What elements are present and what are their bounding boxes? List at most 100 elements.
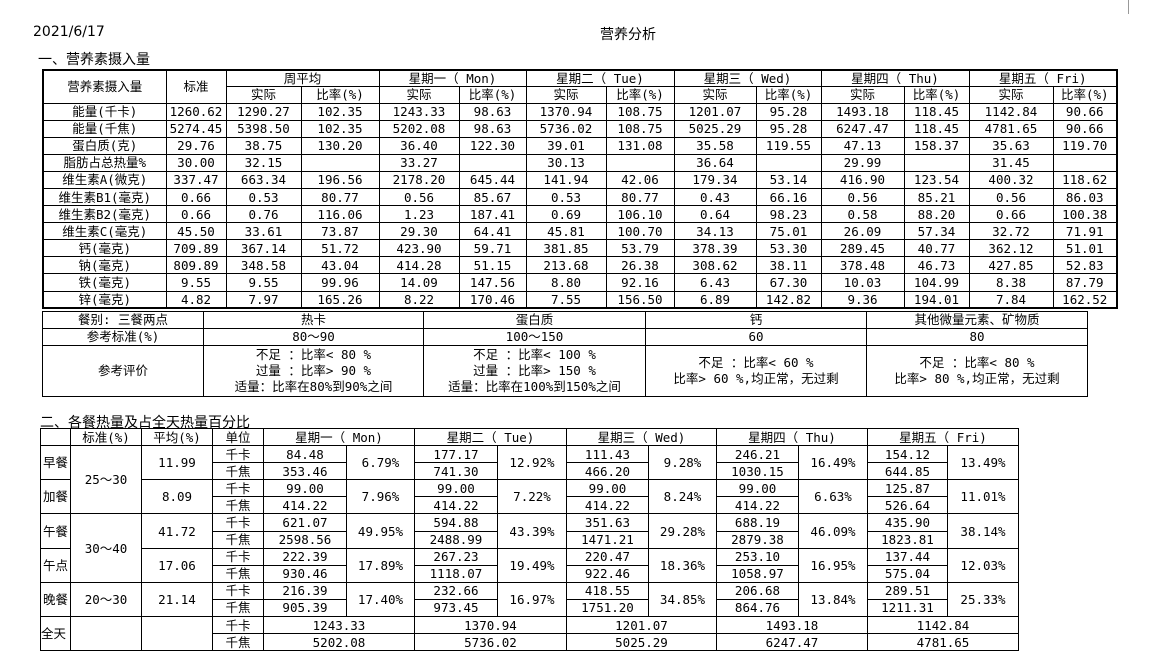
actual-value: 0.56: [378, 187, 460, 207]
kcal-value: 232.66: [414, 581, 498, 600]
kcal-value: 220.47: [566, 547, 649, 566]
kcal-value: 99.00: [414, 479, 498, 498]
kcal-value: 351.63: [566, 513, 649, 532]
evaluation-line: 比率> 60 %,均正常，无过剩: [673, 371, 839, 386]
ratio-value: 92.16: [605, 273, 675, 292]
actual-value: 26.09: [820, 222, 905, 241]
ratio-value: 57.34: [903, 222, 970, 241]
actual-value: 6.43: [673, 273, 757, 292]
actual-value: 36.40: [378, 136, 460, 155]
header-cell: 标准: [165, 69, 227, 104]
unit: 千焦: [212, 564, 264, 583]
actual-value: 8.22: [378, 290, 460, 309]
actual-value: 1201.07: [673, 102, 757, 121]
header-cell: 周平均: [225, 69, 380, 87]
nutrient-name: 钙(毫克): [42, 239, 167, 258]
meal-average: 17.06: [141, 547, 213, 583]
total-value: 1370.94: [414, 616, 567, 635]
nutrient-name: 能量(千焦): [42, 119, 167, 138]
table-row: 钠(毫克) 809.89 348.58 43.04 414.28 51.15 213.68 2…: [42, 256, 1118, 275]
ratio-value: 187.41: [458, 205, 527, 224]
table-row: 千焦 353.46 741.30 466.20 1030.15 644.85: [41, 462, 1019, 481]
actual-value: 9.36: [820, 290, 905, 309]
kcal-value: 289.51: [867, 581, 948, 600]
ratio-value: 116.06: [300, 205, 380, 224]
kcal-value: 137.44: [867, 547, 948, 566]
ratio-value: 196.56: [300, 170, 380, 189]
header-cell: 星期二（ Tue): [525, 69, 675, 87]
table-row: 维生素C(毫克) 45.50 33.61 73.87 29.30 64.41 45.81 10…: [42, 222, 1118, 241]
unit: 千焦: [212, 633, 264, 652]
kcal-value: 99.00: [716, 479, 799, 498]
total-value: 1493.18: [716, 616, 868, 635]
actual-value: 0.53: [225, 187, 302, 207]
ratio-value: 122.30: [458, 136, 527, 155]
total-value: 1142.84: [867, 616, 1019, 635]
ratio-value: 43.04: [300, 256, 380, 275]
actual-value: 30.13: [525, 153, 607, 172]
kcal-value: 125.87: [867, 479, 948, 498]
kcal-value: 111.43: [566, 445, 649, 464]
header-cell: 星期三（ Wed): [673, 69, 822, 87]
ratio-value: 75.01: [755, 222, 822, 241]
header-cell: 星期三（ Wed): [566, 427, 717, 447]
header-cell: 实际: [378, 86, 460, 104]
ratio-value: [300, 153, 380, 172]
actual-value: 1.23: [378, 205, 460, 224]
actual-value: 7.84: [968, 290, 1054, 309]
ratio-value: 87.79: [1052, 273, 1118, 292]
ratio-value: 118.62: [1052, 170, 1118, 189]
nutrient-name: 蛋白质(克): [42, 136, 167, 155]
evaluation-line: 适量：比率在80%到90%之间: [234, 379, 393, 394]
header-cell: 实际: [673, 86, 757, 104]
header-cell: 星期五（ Fri): [867, 427, 1019, 447]
meal-standard: 25～30: [70, 445, 142, 515]
header-cell: 比率(%): [1052, 86, 1118, 104]
ratio-value: 194.01: [903, 290, 970, 309]
header-cell: 星期二（ Tue): [414, 427, 567, 447]
kj-value: 1030.15: [716, 462, 799, 481]
table-row: 千焦 5202.08 5736.02 5025.29 6247.47 4781.65: [41, 633, 1019, 652]
standard-range: 80: [866, 328, 1088, 346]
meal-name: 晚餐: [40, 581, 71, 618]
unit: 千卡: [212, 547, 264, 566]
section-title: 二、各餐热量及占全天热量百分比: [40, 415, 250, 431]
actual-value: 0.56: [820, 187, 905, 207]
kj-value: 1058.97: [716, 564, 799, 583]
intake-table: 营养素摄入量 标准 周平均 星期一（ Mon) 星期二（ Tue) 星期三（ Wed) 星期…: [42, 69, 1118, 310]
meal-name: 全天: [40, 616, 71, 652]
standard-value: 4.82: [165, 290, 227, 309]
standard-range: 60: [645, 328, 867, 346]
table-row: 钙(毫克) 709.89 367.14 51.72 423.90 59.71 381.85 5…: [42, 239, 1118, 258]
header-cell: 热卡: [203, 311, 424, 329]
actual-value: 0.53: [525, 187, 607, 207]
actual-value: 6247.47: [820, 119, 905, 138]
table-row: 参考评价 不足 ：比率< 80 % 过量 ：比率> 90 % 适量：比率在80%到90…: [42, 345, 1088, 397]
actual-value: 1370.94: [525, 102, 607, 121]
standard-range: 100～150: [423, 328, 646, 346]
meal-average: 41.72: [141, 513, 213, 549]
kj-value: 2488.99: [414, 530, 498, 549]
ratio-value: [755, 153, 822, 172]
nutrient-name: 锌(毫克): [42, 290, 167, 309]
ratio-value: 147.56: [458, 273, 527, 292]
actual-value: 38.75: [225, 136, 302, 155]
unit: 千卡: [212, 479, 264, 498]
actual-value: 34.13: [673, 222, 757, 241]
unit: 千卡: [212, 445, 264, 464]
actual-value: 0.76: [225, 205, 302, 224]
actual-value: 14.09: [378, 273, 460, 292]
ratio-value: 130.20: [300, 136, 380, 155]
actual-value: 0.56: [968, 187, 1054, 207]
header-cell: 比率(%): [903, 86, 970, 104]
ratio-value: 26.38: [605, 256, 675, 275]
kcal-value: 177.17: [414, 445, 498, 464]
header-cell: 单位: [212, 427, 264, 447]
kcal-value: 154.12: [867, 445, 948, 464]
actual-value: 29.99: [820, 153, 905, 172]
meal-percent: 16.49%: [798, 445, 868, 481]
unit: 千卡: [212, 616, 264, 635]
actual-value: 378.48: [820, 256, 905, 275]
standard-value: 29.76: [165, 136, 227, 155]
